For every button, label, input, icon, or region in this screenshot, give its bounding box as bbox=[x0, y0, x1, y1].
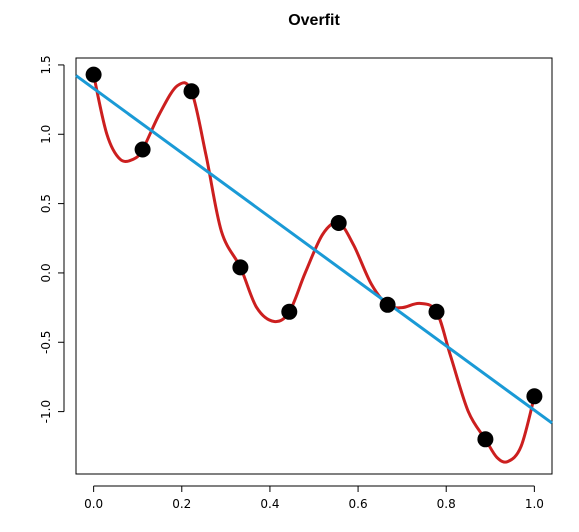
x-tick-label: 1.0 bbox=[525, 497, 544, 511]
y-tick-label: 0.5 bbox=[39, 194, 53, 213]
data-point bbox=[232, 259, 249, 276]
data-point bbox=[183, 83, 200, 100]
y-axis: -1.0 -0.5 0.0 0.5 1.0 1.5 bbox=[39, 55, 65, 423]
data-point bbox=[85, 66, 102, 83]
overfit-curve-layer bbox=[92, 74, 536, 464]
data-point bbox=[526, 388, 543, 405]
chart-title: Overfit bbox=[288, 12, 340, 29]
y-tick-label: 1.5 bbox=[39, 55, 53, 74]
x-tick-label: 0.4 bbox=[260, 497, 279, 511]
x-tick-label: 0.0 bbox=[84, 497, 103, 511]
data-point bbox=[379, 296, 396, 313]
y-tick-label: 0.0 bbox=[39, 263, 53, 282]
x-axis: 0.0 0.2 0.4 0.6 0.8 1.0 bbox=[84, 485, 544, 511]
data-point bbox=[134, 141, 151, 158]
data-point bbox=[330, 215, 347, 231]
x-tick-label: 0.6 bbox=[349, 497, 368, 511]
y-tick-label: -1.0 bbox=[39, 400, 53, 423]
x-tick-label: 0.2 bbox=[172, 497, 191, 511]
data-point bbox=[281, 303, 298, 320]
y-tick-label: 1.0 bbox=[39, 125, 53, 144]
plot-area bbox=[75, 57, 553, 475]
fit-line-layer bbox=[75, 74, 553, 425]
x-tick-label: 0.8 bbox=[437, 497, 456, 511]
data-points-layer bbox=[85, 66, 543, 448]
linear-fit-line bbox=[75, 74, 553, 425]
y-tick-label: -0.5 bbox=[39, 331, 53, 354]
data-point bbox=[428, 303, 445, 320]
overfit-curve bbox=[92, 74, 536, 464]
data-point bbox=[477, 431, 494, 448]
